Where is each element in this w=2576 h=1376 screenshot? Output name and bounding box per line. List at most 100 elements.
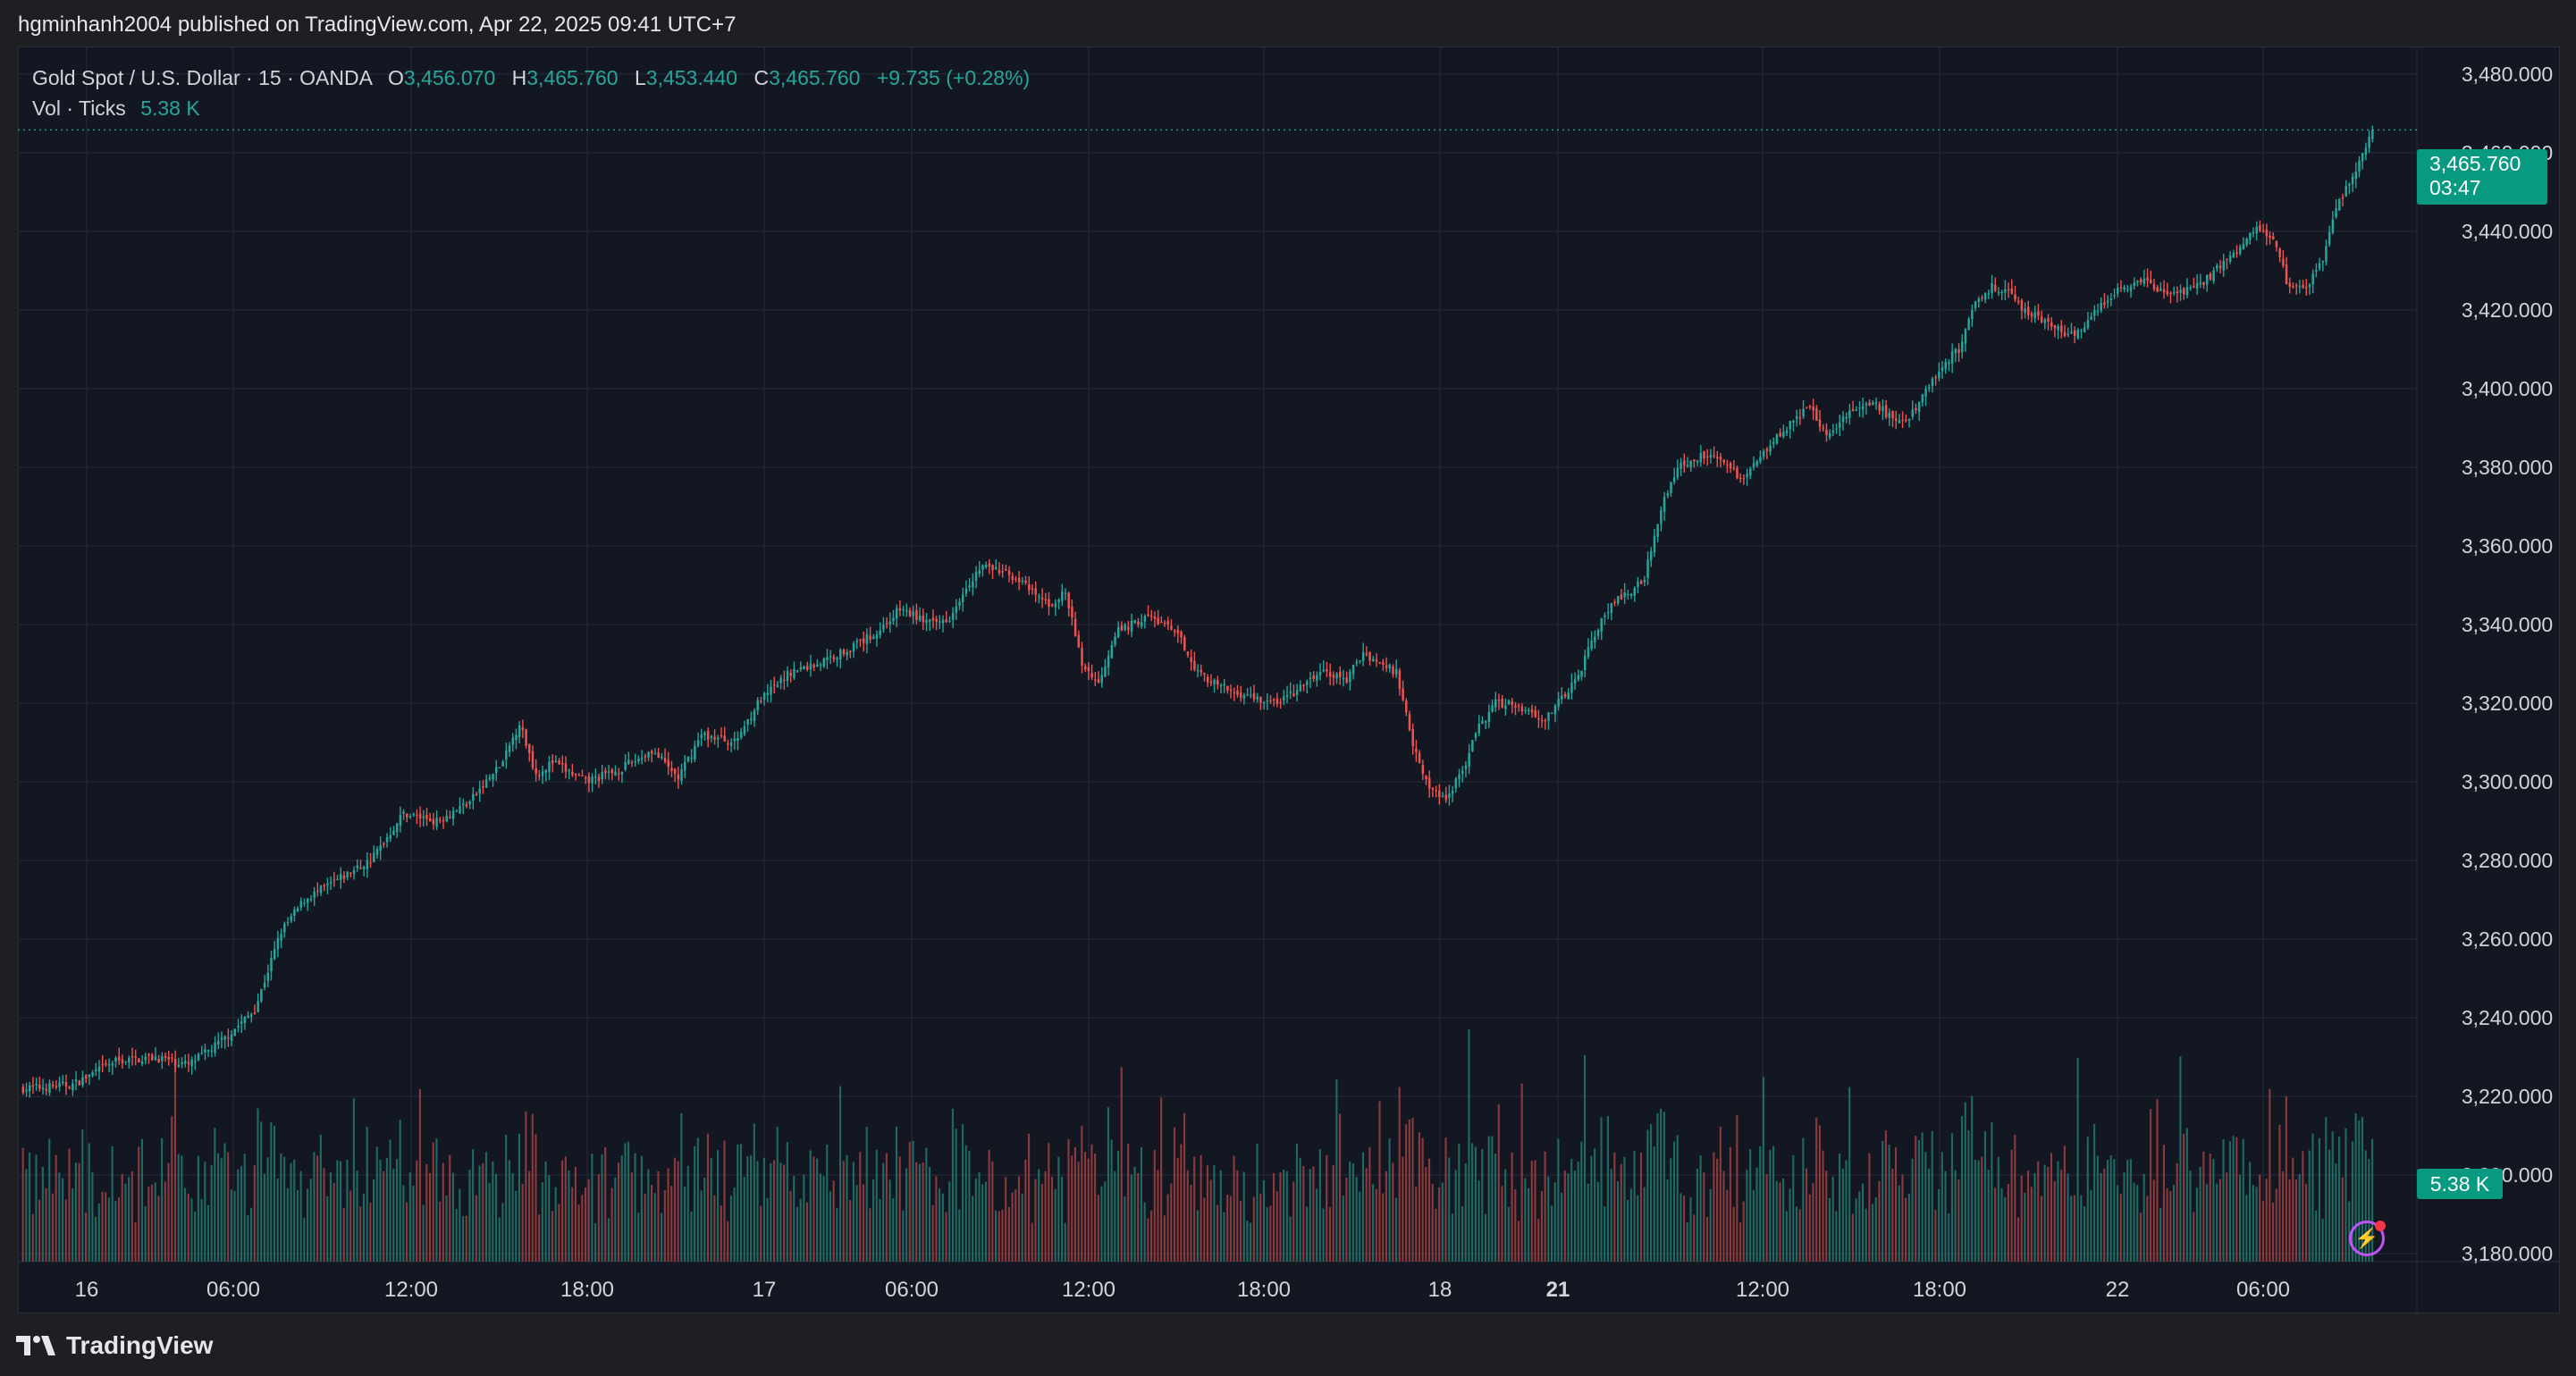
volume-bar bbox=[1858, 1191, 1861, 1262]
volume-row: Vol · Ticks 5.38 K bbox=[32, 93, 1030, 123]
candle-body bbox=[1005, 569, 1007, 571]
volume-bar bbox=[406, 1202, 408, 1262]
volume-bar bbox=[1742, 1201, 1745, 1262]
candle-body bbox=[2259, 225, 2261, 231]
candle-body bbox=[1742, 478, 1746, 480]
volume-bar bbox=[1306, 1206, 1309, 1262]
volume-bar bbox=[1828, 1197, 1831, 1262]
volume-bar bbox=[842, 1161, 845, 1262]
volume-bar bbox=[1878, 1180, 1881, 1262]
volume-bar bbox=[2368, 1159, 2370, 1262]
volume-bar bbox=[1054, 1188, 1056, 1262]
volume-bar bbox=[1328, 1207, 1332, 1262]
volume-bar bbox=[2152, 1179, 2155, 1262]
candle-body bbox=[31, 1085, 35, 1087]
volume-bar bbox=[1491, 1136, 1494, 1262]
candle-body bbox=[2169, 292, 2172, 295]
volume-bar bbox=[1835, 1211, 1838, 1262]
candle-body bbox=[981, 565, 984, 570]
candle-body bbox=[2235, 252, 2238, 254]
volume-bar bbox=[223, 1143, 226, 1262]
open-value: 3,456.070 bbox=[403, 66, 496, 89]
volume-bar bbox=[1269, 1205, 1272, 1262]
candle-body bbox=[1464, 765, 1468, 769]
candle-body bbox=[1143, 616, 1147, 622]
candle-body bbox=[1054, 602, 1057, 608]
candle-body bbox=[1378, 661, 1381, 664]
candle-body bbox=[1077, 634, 1081, 648]
candle-body bbox=[177, 1065, 181, 1067]
candle-body bbox=[1987, 293, 1991, 295]
volume-bar bbox=[1318, 1149, 1321, 1262]
candle-body bbox=[2344, 186, 2347, 197]
published-info: hgminhanh2004 published on TradingView.c… bbox=[18, 13, 737, 37]
volume-bar bbox=[1005, 1177, 1007, 1262]
volume-label[interactable]: Vol · Ticks bbox=[32, 96, 126, 120]
chart-frame[interactable] bbox=[18, 46, 2560, 1313]
candle-body bbox=[164, 1055, 167, 1059]
volume-bar bbox=[1206, 1165, 1209, 1262]
candle-body bbox=[1392, 667, 1394, 675]
candle-body bbox=[2117, 287, 2119, 294]
volume-bar bbox=[846, 1154, 848, 1262]
candle-body bbox=[184, 1061, 187, 1064]
volume-bar bbox=[1021, 1193, 1023, 1262]
candle-body bbox=[1815, 407, 1818, 421]
candle-body bbox=[2179, 289, 2182, 293]
candle-body bbox=[339, 874, 342, 880]
candle-body bbox=[1050, 604, 1054, 607]
volume-bar bbox=[2126, 1160, 2129, 1262]
volume-bar bbox=[1097, 1195, 1099, 1262]
candle-body bbox=[627, 759, 630, 764]
volume-bar bbox=[1719, 1126, 1722, 1262]
candle-body bbox=[770, 686, 772, 695]
volume-bar bbox=[359, 1206, 362, 1262]
volume-bar bbox=[1679, 1193, 1682, 1262]
volume-bar bbox=[1349, 1162, 1351, 1262]
volume-bar bbox=[1590, 1155, 1593, 1262]
candle-body bbox=[309, 899, 313, 901]
candle-body bbox=[587, 776, 591, 784]
candle-body bbox=[988, 563, 991, 566]
volume-bar bbox=[1938, 1189, 1940, 1262]
candle-body bbox=[2070, 331, 2073, 333]
candle-body bbox=[604, 770, 607, 774]
candle-body bbox=[1762, 450, 1765, 457]
candle-body bbox=[1861, 406, 1865, 410]
volume-bar bbox=[2024, 1193, 2026, 1262]
volume-bar bbox=[1150, 1211, 1153, 1262]
candle-body bbox=[1382, 662, 1385, 665]
candle-body bbox=[869, 635, 871, 641]
volume-bar bbox=[1646, 1129, 1649, 1262]
volume-bar bbox=[2265, 1179, 2268, 1262]
candle-body bbox=[412, 814, 415, 816]
symbol-name[interactable]: Gold Spot / U.S. Dollar · 15 · OANDA bbox=[32, 66, 372, 89]
volume-bar bbox=[779, 1162, 782, 1262]
volume-bar bbox=[1934, 1210, 1937, 1262]
candle-body bbox=[1196, 669, 1200, 672]
volume-bar bbox=[1173, 1127, 1176, 1262]
candle-body bbox=[2232, 253, 2235, 258]
candle-body bbox=[1256, 696, 1259, 700]
lightning-icon[interactable]: ⚡ bbox=[2349, 1221, 2385, 1256]
candle-body bbox=[432, 818, 435, 825]
footer-bar bbox=[0, 1313, 2576, 1376]
volume-bar bbox=[91, 1171, 94, 1262]
tradingview-logo[interactable]: TradingView bbox=[16, 1331, 213, 1360]
candle-body bbox=[1944, 361, 1948, 369]
candle-body bbox=[1335, 673, 1338, 679]
candle-body bbox=[1726, 464, 1729, 466]
volume-bar bbox=[2047, 1166, 2050, 1262]
volume-bar bbox=[2057, 1161, 2059, 1262]
candle-body bbox=[998, 569, 1001, 574]
volume-bar bbox=[723, 1140, 726, 1262]
volume-bar bbox=[260, 1121, 263, 1262]
x-tick-label: 06:00 bbox=[2236, 1278, 2290, 1302]
candle-body bbox=[753, 710, 756, 721]
volume-bar bbox=[2218, 1179, 2221, 1262]
volume-bar bbox=[686, 1165, 689, 1262]
volume-bar bbox=[1577, 1162, 1579, 1262]
candle-body bbox=[2245, 239, 2248, 246]
price-chart[interactable]: 3,480.0003,460.0003,440.0003,420.0003,40… bbox=[18, 46, 2560, 1313]
volume-bar bbox=[955, 1128, 957, 1262]
